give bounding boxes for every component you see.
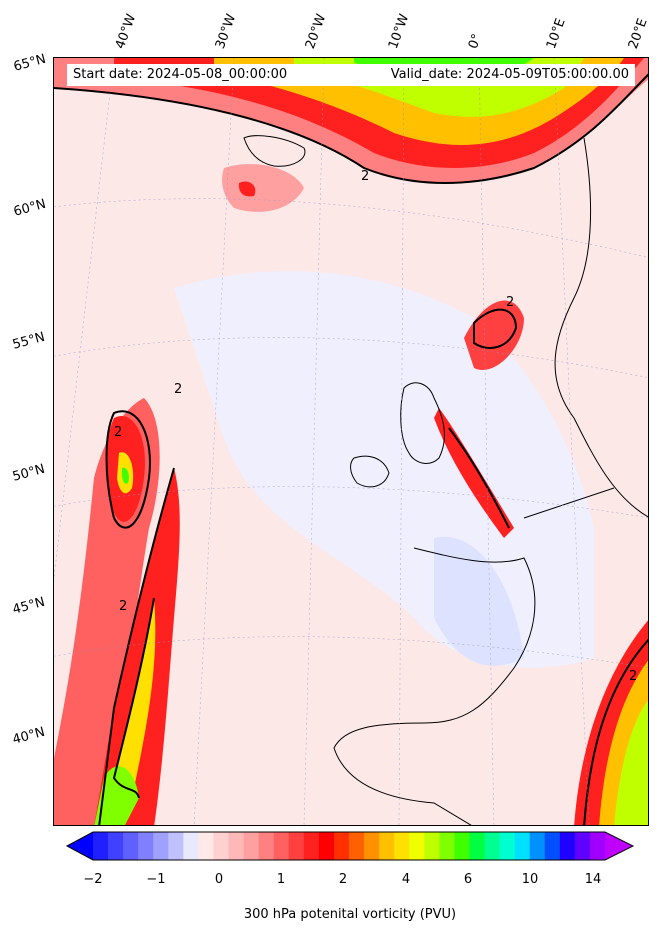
info-bar: Start date: 2024-05-08_00:00:00 Valid_da… — [67, 64, 635, 86]
colorbar-extend-max — [605, 832, 633, 860]
colorbar-swatch — [153, 832, 169, 860]
contour-label: 2 — [174, 382, 182, 397]
lat-label: 55°N — [11, 329, 47, 353]
colorbar-swatch — [514, 832, 531, 860]
lon-label: 10°E — [543, 16, 569, 51]
contour-label: 2 — [361, 169, 369, 184]
lon-label: 20°W — [302, 12, 330, 51]
colorbar-swatch — [198, 832, 214, 860]
colorbar-swatch — [454, 832, 470, 860]
colorbar-tick: 2 — [338, 872, 348, 887]
colorbar-swatch — [499, 832, 516, 860]
colorbar-swatch — [544, 832, 561, 860]
lat-label: 65°N — [12, 51, 48, 75]
colorbar-swatch — [168, 832, 184, 860]
colorbar-swatch — [409, 832, 425, 860]
colorbar-swatch — [349, 832, 365, 860]
colorbar-label: 300 hPa potenital vorticity (PVU) — [243, 907, 457, 922]
lat-label: 60°N — [12, 196, 48, 220]
colorbar-swatch — [574, 832, 591, 860]
lon-label: 10°W — [385, 12, 413, 51]
colorbar-swatch — [364, 832, 380, 860]
colorbar-swatch — [93, 832, 109, 860]
colorbar-swatch — [303, 832, 320, 860]
lon-label: 40°W — [112, 12, 140, 51]
colorbar-swatch — [469, 832, 486, 860]
colorbar-tick: 6 — [463, 872, 473, 887]
colorbar-swatch — [529, 832, 546, 860]
lon-label: 0° — [465, 31, 486, 51]
colorbar-swatch — [213, 832, 230, 860]
colorbar-extend-min — [67, 832, 93, 860]
contour-label: 2 — [506, 295, 514, 310]
colorbar-swatch — [138, 832, 154, 860]
colorbar-swatch — [394, 832, 410, 860]
contour-label: 2 — [629, 669, 637, 684]
colorbar-swatch — [559, 832, 576, 860]
colorbar-swatch — [273, 832, 290, 860]
colorbar-swatch — [243, 832, 260, 860]
colorbar-swatch — [288, 832, 305, 860]
lat-label: 40°N — [11, 724, 47, 748]
contour-label: 2 — [114, 425, 122, 440]
colorbar-tick: −2 — [83, 872, 103, 887]
map-panel: 2 2 2 2 2 2 — [53, 57, 649, 826]
lon-label: 30°W — [212, 12, 240, 51]
lat-label: 50°N — [11, 461, 47, 485]
pv-field-map: 2 2 2 2 2 2 — [54, 58, 648, 825]
colorbar-tick: 0 — [214, 872, 224, 887]
lat-label: 45°N — [11, 594, 47, 618]
colorbar-swatch — [258, 832, 275, 860]
colorbar-tick: 1 — [276, 872, 286, 887]
colorbar-tick: −1 — [146, 872, 166, 887]
colorbar-swatch — [424, 832, 440, 860]
colorbar — [65, 831, 635, 861]
colorbar-tick: 10 — [521, 872, 539, 887]
colorbar-swatch — [108, 832, 124, 860]
lon-label: 20°E — [625, 16, 651, 51]
colorbar-swatch — [589, 832, 606, 860]
contour-label: 2 — [119, 599, 127, 614]
colorbar-swatch — [439, 832, 455, 860]
colorbar-swatch — [484, 832, 501, 860]
colorbar-swatch — [183, 832, 199, 860]
colorbar-swatch — [318, 832, 335, 860]
colorbar-swatch — [228, 832, 245, 860]
colorbar-tick: 4 — [401, 872, 411, 887]
colorbar-swatch — [333, 832, 350, 860]
colorbar-tick: 14 — [584, 872, 602, 887]
colorbar-outline — [65, 831, 635, 861]
colorbar-swatch — [123, 832, 139, 860]
colorbar-swatch — [379, 832, 395, 860]
valid-date-label: Valid_date: 2024-05-09T05:00:00.00 — [390, 67, 629, 82]
start-date-label: Start date: 2024-05-08_00:00:00 — [73, 67, 288, 82]
